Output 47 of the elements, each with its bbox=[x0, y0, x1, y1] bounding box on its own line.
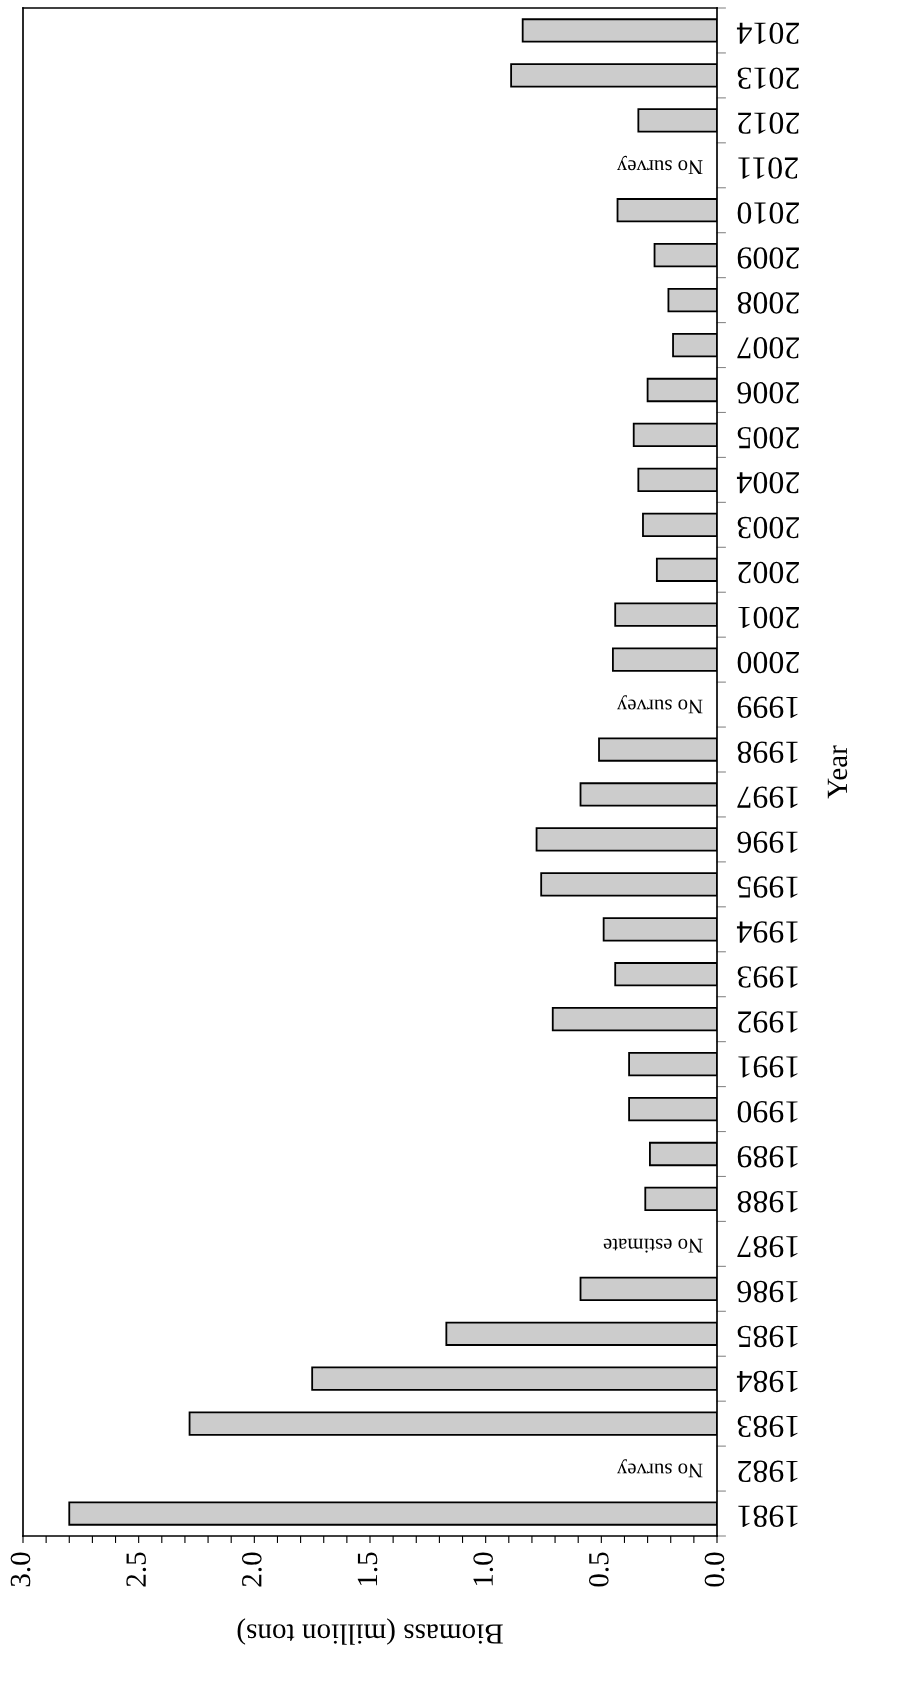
x-tick-label: 2.5 bbox=[126, 1552, 147, 1587]
annotation: No estimate bbox=[603, 1238, 703, 1253]
y-tick-label: 2005 bbox=[737, 426, 799, 449]
y-tick-label: 1992 bbox=[738, 1011, 798, 1033]
annotation: No survey bbox=[616, 1459, 703, 1478]
x-axis-title: Biomass (million tons) bbox=[237, 1618, 503, 1645]
y-tick-label: 2004 bbox=[736, 471, 799, 494]
x-tick-label: 1.0 bbox=[473, 1552, 494, 1586]
annotation: No survey bbox=[616, 155, 703, 174]
x-tick-label: 1.5 bbox=[357, 1552, 378, 1586]
y-tick-label: 1991 bbox=[738, 1056, 798, 1078]
y-tick-label: 1984 bbox=[736, 1370, 798, 1393]
y-tick-label: 2014 bbox=[736, 22, 799, 45]
y-tick-label: 1988 bbox=[737, 1190, 798, 1213]
y-tick-label: 2001 bbox=[738, 606, 799, 629]
y-tick-label: 1998 bbox=[737, 741, 798, 764]
y-tick-label: 1986 bbox=[737, 1280, 798, 1303]
y-tick-label: 2000 bbox=[737, 651, 799, 674]
y-tick-label: 1995 bbox=[737, 876, 798, 898]
x-tick-label: 3.0 bbox=[10, 1552, 31, 1587]
y-tick-label: 2007 bbox=[737, 337, 799, 359]
y-tick-label: 1994 bbox=[736, 921, 798, 943]
y-tick-label: 1997 bbox=[737, 786, 798, 808]
annotation: No survey bbox=[616, 695, 703, 714]
y-tick-label: 2013 bbox=[737, 67, 799, 89]
y-tick-label: 2008 bbox=[737, 292, 799, 314]
y-tick-label: 1982 bbox=[738, 1460, 798, 1483]
x-tick-label: 2.0 bbox=[241, 1552, 262, 1587]
y-tick-label: 1985 bbox=[737, 1325, 798, 1348]
y-tick-label: 1989 bbox=[737, 1146, 798, 1168]
y-tick-label: 2002 bbox=[738, 561, 799, 584]
y-tick-label: 1999 bbox=[737, 696, 798, 719]
x-tick-label: 0.5 bbox=[588, 1552, 609, 1587]
y-tick-label: 2010 bbox=[737, 202, 799, 224]
y-tick-label: 2009 bbox=[737, 247, 799, 269]
x-tick-label: 0.0 bbox=[704, 1552, 725, 1587]
y-tick-label: 1996 bbox=[737, 831, 798, 853]
y-tick-label: 2003 bbox=[737, 516, 799, 539]
y-tick-label: 1993 bbox=[737, 966, 798, 988]
y-tick-label: 1983 bbox=[737, 1415, 798, 1438]
y-tick-label: 2006 bbox=[737, 382, 799, 404]
y-tick-label: 1990 bbox=[737, 1101, 798, 1123]
y-tick-label: 1981 bbox=[738, 1505, 798, 1528]
y-axis-title: Year bbox=[827, 745, 848, 799]
y-tick-label: 2012 bbox=[738, 112, 799, 134]
y-tick-label: 2011 bbox=[738, 157, 798, 179]
y-tick-label: 1987 bbox=[737, 1235, 798, 1258]
